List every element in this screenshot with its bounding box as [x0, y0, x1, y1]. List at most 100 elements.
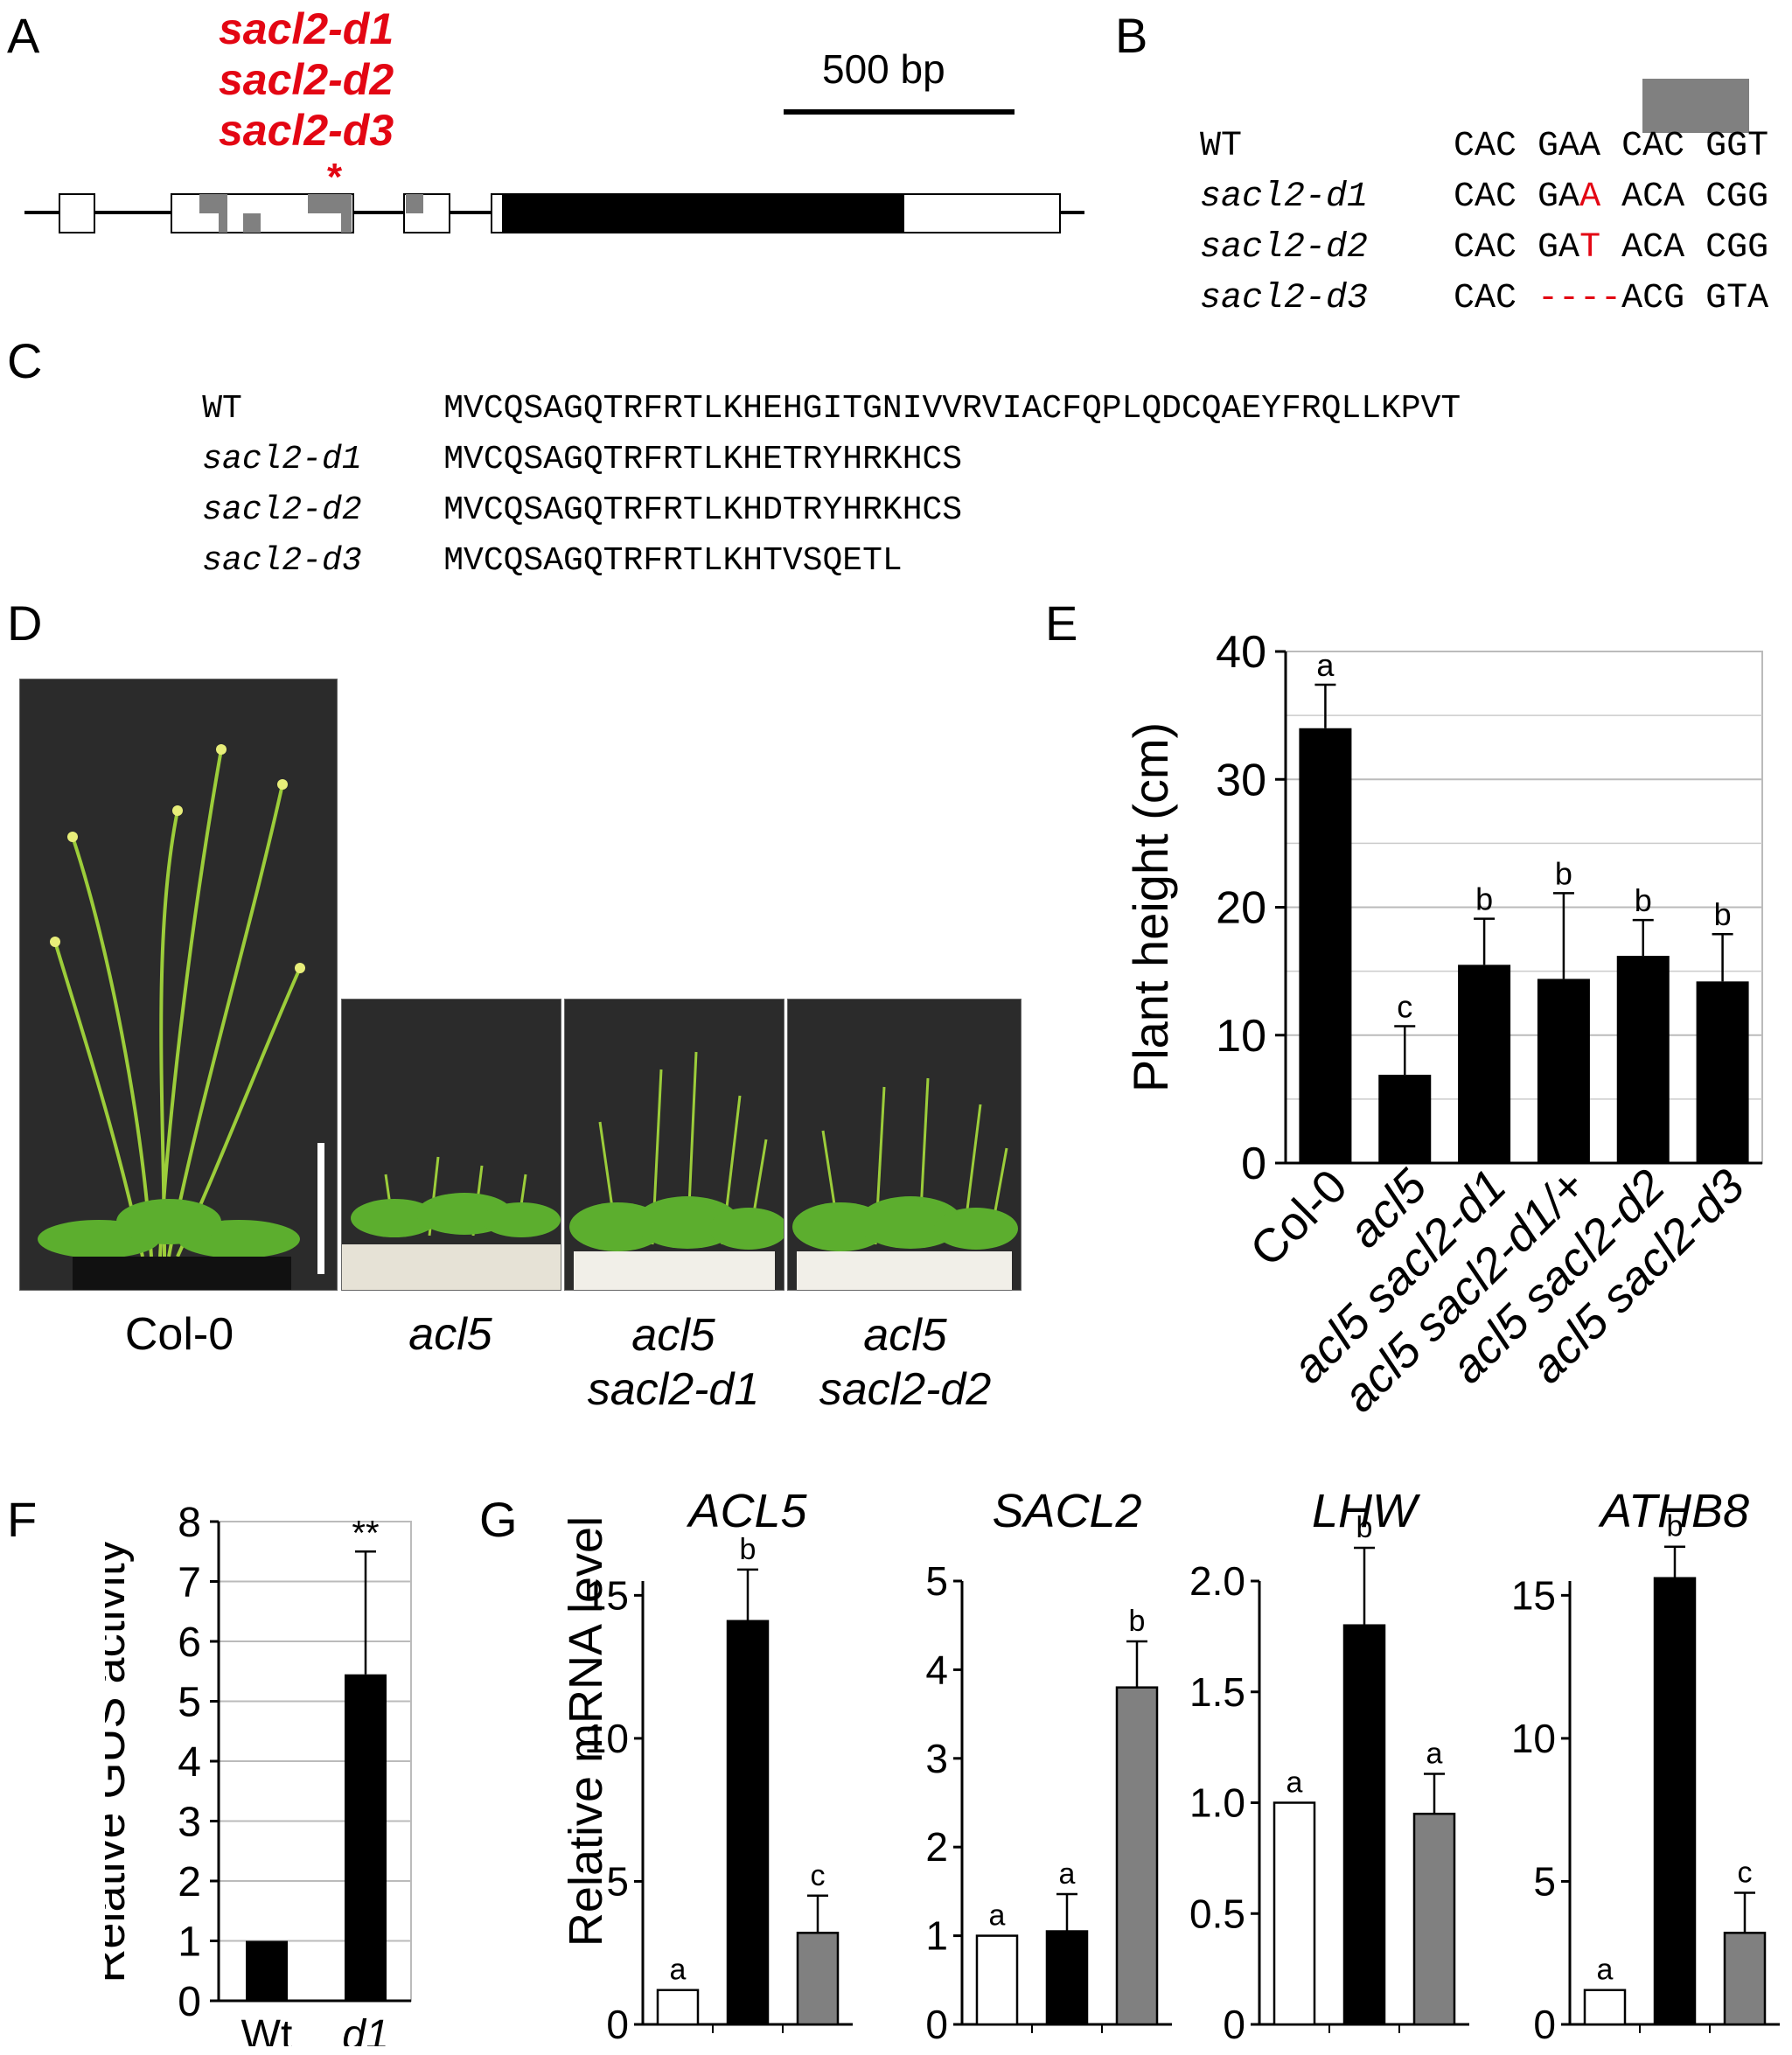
row-name: WT: [1200, 127, 1243, 166]
dna-row-d1: sacl2-d1 CAC GAA ACA CGG: [1116, 138, 1768, 256]
y-tick-label: 0: [1241, 1139, 1266, 1189]
plant-illustration: [565, 1000, 784, 1290]
plant-photo-acl5-sacl2-d2: [787, 999, 1022, 1291]
mutation-asterisk: *: [327, 156, 343, 199]
codon: GA: [1537, 228, 1580, 268]
uorf-block: [406, 194, 423, 213]
bar: [1723, 1932, 1767, 2026]
y-axis-label: Relative GUS activity: [105, 1539, 135, 1982]
bar: [656, 1989, 700, 2026]
allele-label-d1: sacl2-d1: [219, 4, 394, 53]
plant-illustration: [342, 1000, 561, 1290]
y-tick-label: 20: [1216, 883, 1266, 934]
bar: [246, 1940, 288, 2001]
significance-letter: b: [1129, 1605, 1146, 1638]
x-tick-label: Wt: [241, 2012, 293, 2046]
subplot-title: SACL2: [992, 1485, 1141, 1537]
y-tick-label: 0.5: [1189, 1891, 1245, 1936]
gus-activity-chart: 0 1 2 3 4 5 6 7 8 Relative GUS activity Wt ** d1: [105, 1500, 412, 2046]
codon: ACA: [1621, 178, 1685, 217]
y-tick-label: 5: [1533, 1858, 1556, 1904]
significance-letter: a: [1426, 1738, 1443, 1771]
bar: [1299, 728, 1352, 1163]
codon: GAA: [1537, 127, 1601, 166]
dna-row-wt: WT CAC GAA CAC GGT: [1116, 87, 1768, 206]
uorf-block: [243, 213, 261, 233]
significance-letter: c: [811, 1859, 826, 1892]
scale-bar-label: 500 bp: [822, 46, 945, 92]
y-tick-label: 0: [1223, 2002, 1245, 2047]
bar: [1616, 956, 1670, 1163]
y-tick-label: 1: [178, 1919, 201, 1966]
y-tick-label: 0: [178, 1979, 201, 2025]
caption-line: acl5: [631, 1310, 715, 1361]
protein-seq: MVCQSAGQTRFRTLKHTVSQETL: [443, 542, 903, 580]
significance-letter: a: [1597, 1954, 1614, 1987]
y-tick-label: 3: [178, 1800, 201, 1846]
codon: CGG: [1705, 178, 1769, 217]
y-tick-label: 10: [1216, 1011, 1266, 1062]
significance-letter: c: [1738, 1856, 1753, 1890]
bar: [345, 1674, 387, 2001]
bar: [1115, 1686, 1159, 2026]
panel-label-d: D: [7, 596, 43, 651]
row-name: sacl2-d3: [1200, 279, 1369, 318]
row-name: sacl2-d3: [202, 542, 362, 580]
panel-label-a: A: [7, 8, 40, 63]
row-name: sacl2-d2: [202, 491, 362, 529]
exon-1: [59, 193, 95, 233]
panel-label-b: B: [1115, 8, 1148, 63]
deletion: ----: [1537, 279, 1622, 318]
caption-line: sacl2-d2: [819, 1364, 992, 1415]
bar: [1653, 1577, 1697, 2026]
y-tick-label: 4: [178, 1739, 201, 1786]
y-tick-label: 5: [606, 1858, 629, 1904]
bar: [1537, 979, 1590, 1163]
row-name: sacl2-d1: [1200, 178, 1369, 217]
allele-label-d3: sacl2-d3: [219, 106, 394, 155]
significance-letter: a: [1286, 1766, 1303, 1800]
plant-illustration: [20, 679, 337, 1290]
significance-letter: a: [1316, 647, 1335, 683]
protein-row-d1: sacl2-d1 MVCQSAGQTRFRTLKHETRYHRKHCS: [122, 403, 962, 516]
photo-caption-acl5: acl5: [367, 1308, 533, 1361]
codon: CAC: [1621, 127, 1685, 166]
protein-seq: MVCQSAGQTRFRTLKHEHGITGNIVVRVIACFQPLQDCQA…: [443, 390, 1461, 428]
allele-label-d2: sacl2-d2: [219, 55, 394, 104]
significance-letter: b: [1475, 881, 1493, 917]
codon: GTA: [1705, 279, 1769, 318]
caption-line: acl5: [408, 1309, 492, 1360]
photo-caption-col0: Col-0: [87, 1308, 271, 1361]
y-tick-label: 5: [178, 1680, 201, 1726]
y-tick-label: 10: [584, 1716, 629, 1761]
y-tick-label: 2: [178, 1859, 201, 1905]
x-tick-label: d1: [342, 2012, 388, 2046]
bar: [1045, 1930, 1089, 2026]
y-tick-label: 4: [925, 1647, 948, 1692]
y-tick-label: 0: [1533, 2002, 1556, 2047]
protein-row-d3: sacl2-d3 MVCQSAGQTRFRTLKHTVSQETL: [122, 505, 903, 617]
y-axis-label: Plant height (cm): [1123, 722, 1178, 1092]
scale-bar: [317, 1143, 324, 1274]
row-name: sacl2-d2: [1200, 228, 1369, 268]
bar: [1342, 1624, 1386, 2026]
bar: [1696, 981, 1749, 1163]
row-name: sacl2-d1: [202, 441, 362, 478]
y-tick-label: 7: [178, 1560, 201, 1606]
highlight-box: [1642, 79, 1749, 133]
significance-letter: b: [1555, 855, 1572, 891]
mutated-base: T: [1579, 228, 1601, 268]
uorf-block: [219, 194, 227, 233]
significance-letter: a: [989, 1899, 1006, 1933]
y-tick-label: 2.0: [1189, 1558, 1245, 1604]
significance-letter: b: [1356, 1511, 1373, 1544]
plant-photo-col0: [19, 679, 338, 1291]
protein-row-d2: sacl2-d2 MVCQSAGQTRFRTLKHDTRYHRKHCS: [122, 454, 962, 567]
y-tick-label: 10: [1511, 1716, 1556, 1761]
plant-photo-acl5-sacl2-d1: [564, 999, 784, 1291]
codon: CGG: [1705, 228, 1769, 268]
panel-label-f: F: [7, 1492, 38, 1547]
codon: ACA: [1621, 228, 1685, 268]
codon: GA: [1537, 178, 1580, 217]
